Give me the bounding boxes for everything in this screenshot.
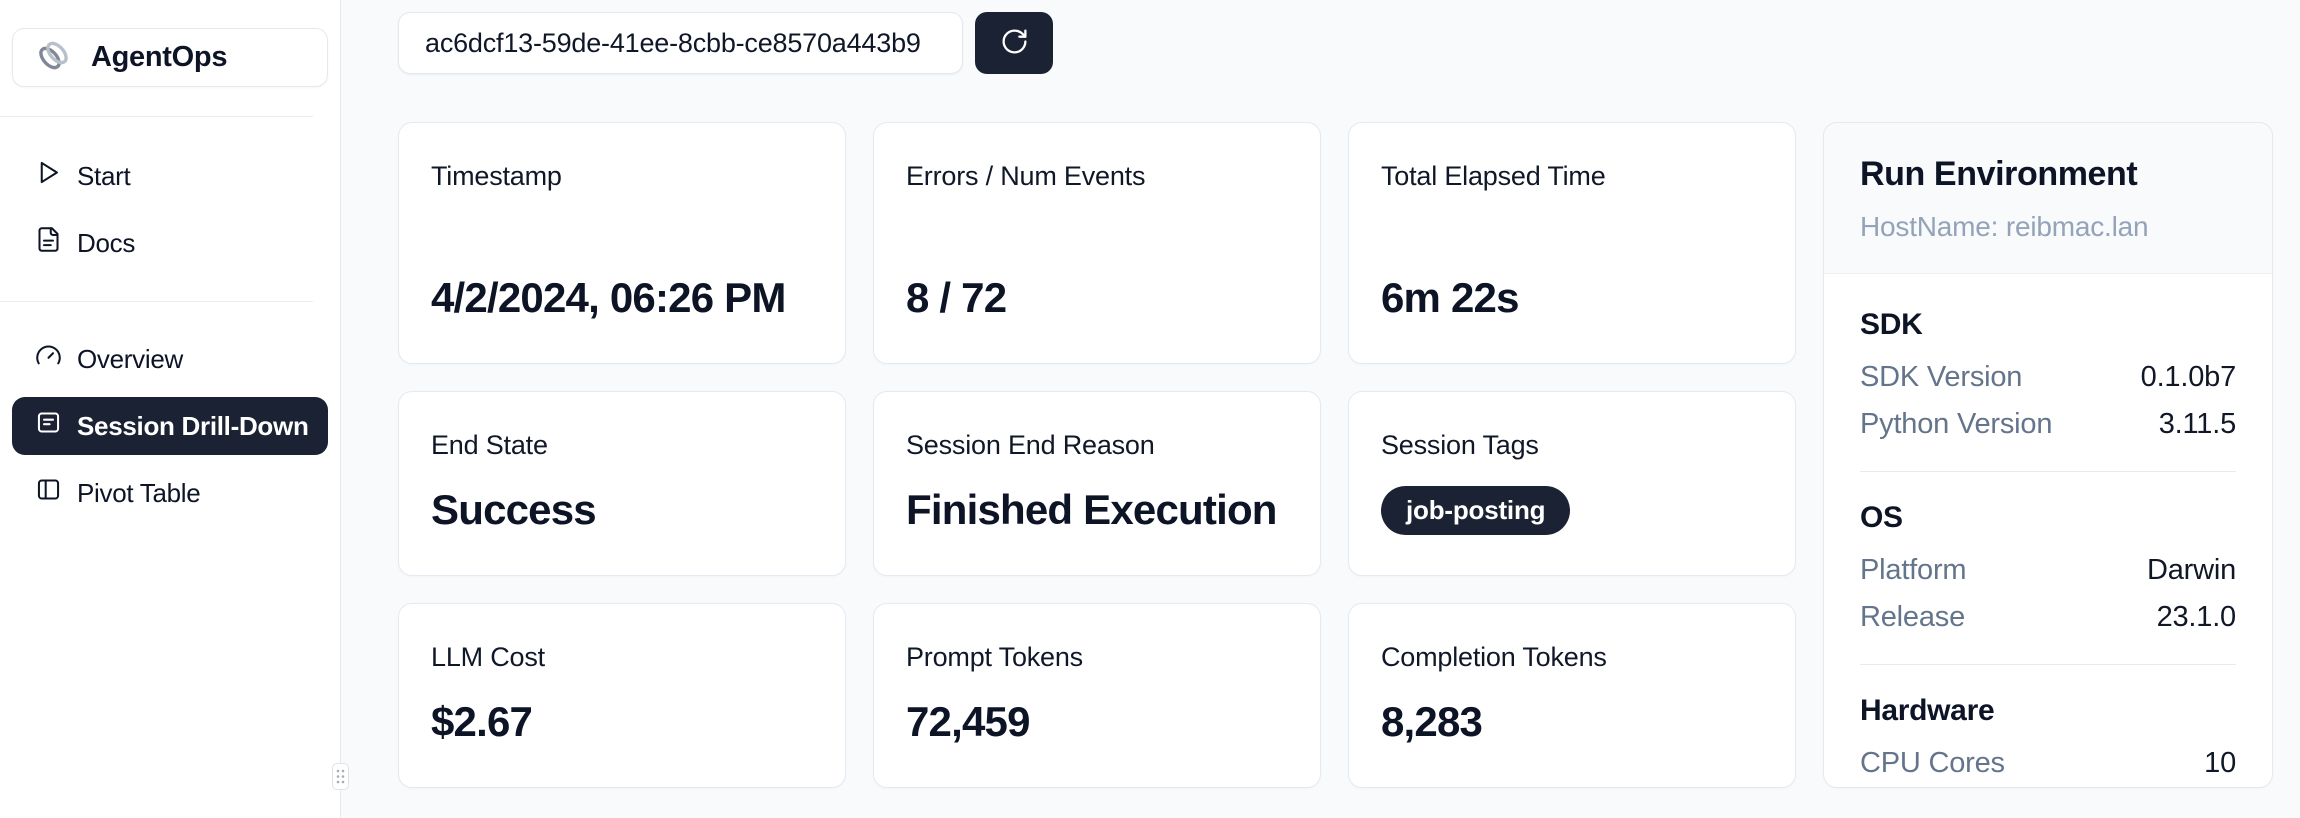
stat-card-session-tags: Session Tags job-posting xyxy=(1348,391,1796,576)
sidebar-item-label: Session Drill-Down xyxy=(77,410,309,441)
stat-label: Prompt Tokens xyxy=(906,642,1083,672)
stat-label: Session End Reason xyxy=(906,430,1155,460)
grip-dots-icon xyxy=(336,769,345,784)
sidebar-item-overview[interactable]: Overview xyxy=(12,330,328,388)
env-row: SDK Version 0.1.0b7 xyxy=(1860,357,2236,397)
env-row-label: Platform xyxy=(1860,554,1967,587)
sidebar-item-label: Start xyxy=(77,160,131,191)
session-id-bar xyxy=(398,12,2300,74)
stat-card-end-state: End State Success xyxy=(398,391,846,576)
sidebar-nav-pages: Overview Session Drill-Down Pivot Table xyxy=(12,302,328,522)
section-heading-sdk: SDK xyxy=(1860,308,1923,341)
run-environment-header: Run Environment HostName: reibmac.lan xyxy=(1824,123,2272,274)
env-row-label: Python Version xyxy=(1860,408,2053,441)
env-row: CPU Cores 10 xyxy=(1860,743,2236,783)
stat-card-timestamp: Timestamp 4/2/2024, 06:26 PM xyxy=(398,122,846,364)
env-row-value: 10 xyxy=(2204,747,2236,780)
sidebar-item-label: Overview xyxy=(77,343,183,374)
stat-value: Success xyxy=(431,485,597,533)
sidebar-item-start[interactable]: Start xyxy=(12,147,328,205)
sidebar-divider xyxy=(0,301,313,302)
section-divider xyxy=(1860,664,2236,666)
env-row-label: Release xyxy=(1860,601,1965,634)
stat-value: $2.67 xyxy=(431,697,533,745)
main-content: Run Environment HostName: reibmac.lan SD… xyxy=(341,0,2300,818)
env-row: Release 23.1.0 xyxy=(1860,597,2236,637)
sidebar-item-session-drill-down[interactable]: Session Drill-Down xyxy=(12,397,328,455)
sidebar-item-label: Docs xyxy=(77,227,136,258)
env-row: Python Version 3.11.5 xyxy=(1860,404,2236,444)
stat-label: Total Elapsed Time xyxy=(1381,161,1606,191)
stat-label: Errors / Num Events xyxy=(906,161,1146,191)
stat-card-llm-cost: LLM Cost $2.67 xyxy=(398,603,846,788)
env-row-value: 3.11.5 xyxy=(2158,408,2236,441)
sidebar: AgentOps Start Docs xyxy=(0,0,349,818)
gauge-icon xyxy=(35,342,62,376)
agentops-logo-icon xyxy=(31,33,75,82)
hostname-text: HostName: reibmac.lan xyxy=(1860,211,2149,242)
stat-value: 8 / 72 xyxy=(906,273,1007,321)
stats-grid: Run Environment HostName: reibmac.lan SD… xyxy=(398,122,2300,788)
play-icon xyxy=(35,159,62,193)
stat-card-session-end-reason: Session End Reason Finished Execution xyxy=(873,391,1321,576)
env-row-label: SDK Version xyxy=(1860,361,2023,393)
stat-card-errors-num-events: Errors / Num Events 8 / 72 xyxy=(873,122,1321,364)
env-row: Platform Darwin xyxy=(1860,550,2236,590)
sidebar-divider xyxy=(0,116,313,117)
notes-icon xyxy=(35,409,62,443)
session-tag-badge: job-posting xyxy=(1381,486,1571,535)
sidebar-item-label: Pivot Table xyxy=(77,477,201,508)
stat-label: LLM Cost xyxy=(431,642,545,672)
file-text-icon xyxy=(35,226,62,260)
run-environment-body: SDK SDK Version 0.1.0b7 Python Version 3… xyxy=(1824,274,2272,787)
logo-label: AgentOps xyxy=(91,41,228,73)
logo[interactable]: AgentOps xyxy=(12,28,328,87)
section-heading-os: OS xyxy=(1860,501,1903,535)
panel-title: Run Environment xyxy=(1860,155,2138,193)
sidebar-resize-handle[interactable] xyxy=(332,763,349,790)
stat-label: Session Tags xyxy=(1381,430,1539,460)
sidebar-item-pivot-table[interactable]: Pivot Table xyxy=(12,464,328,522)
section-heading-hardware: Hardware xyxy=(1860,694,1995,728)
stat-value: 72,459 xyxy=(906,697,1030,745)
run-environment-panel: Run Environment HostName: reibmac.lan SD… xyxy=(1823,122,2273,788)
stat-value: 8,283 xyxy=(1381,697,1483,745)
stat-value: Finished Execution xyxy=(906,485,1277,533)
section-divider xyxy=(1860,471,2236,473)
env-row-value: Darwin xyxy=(2146,554,2236,587)
refresh-button[interactable] xyxy=(975,12,1053,74)
stat-label: Timestamp xyxy=(431,161,562,191)
stat-card-prompt-tokens: Prompt Tokens 72,459 xyxy=(873,603,1321,788)
stat-value: 6m 22s xyxy=(1381,273,1519,321)
stat-card-total-elapsed-time: Total Elapsed Time 6m 22s xyxy=(1348,122,1796,364)
panel-left-icon xyxy=(35,476,62,510)
stat-label: End State xyxy=(431,430,548,460)
env-row-label: CPU Cores xyxy=(1860,747,2005,780)
sidebar-item-docs[interactable]: Docs xyxy=(12,214,328,272)
stat-card-completion-tokens: Completion Tokens 8,283 xyxy=(1348,603,1796,788)
sidebar-nav-top: Start Docs xyxy=(12,117,328,272)
session-id-input[interactable] xyxy=(398,12,963,74)
stat-label: Completion Tokens xyxy=(1381,642,1607,672)
stat-value: 4/2/2024, 06:26 PM xyxy=(431,273,786,321)
refresh-icon xyxy=(1000,27,1029,59)
env-row-value: 0.1.0b7 xyxy=(2140,361,2237,393)
env-row-value: 23.1.0 xyxy=(2156,601,2237,634)
